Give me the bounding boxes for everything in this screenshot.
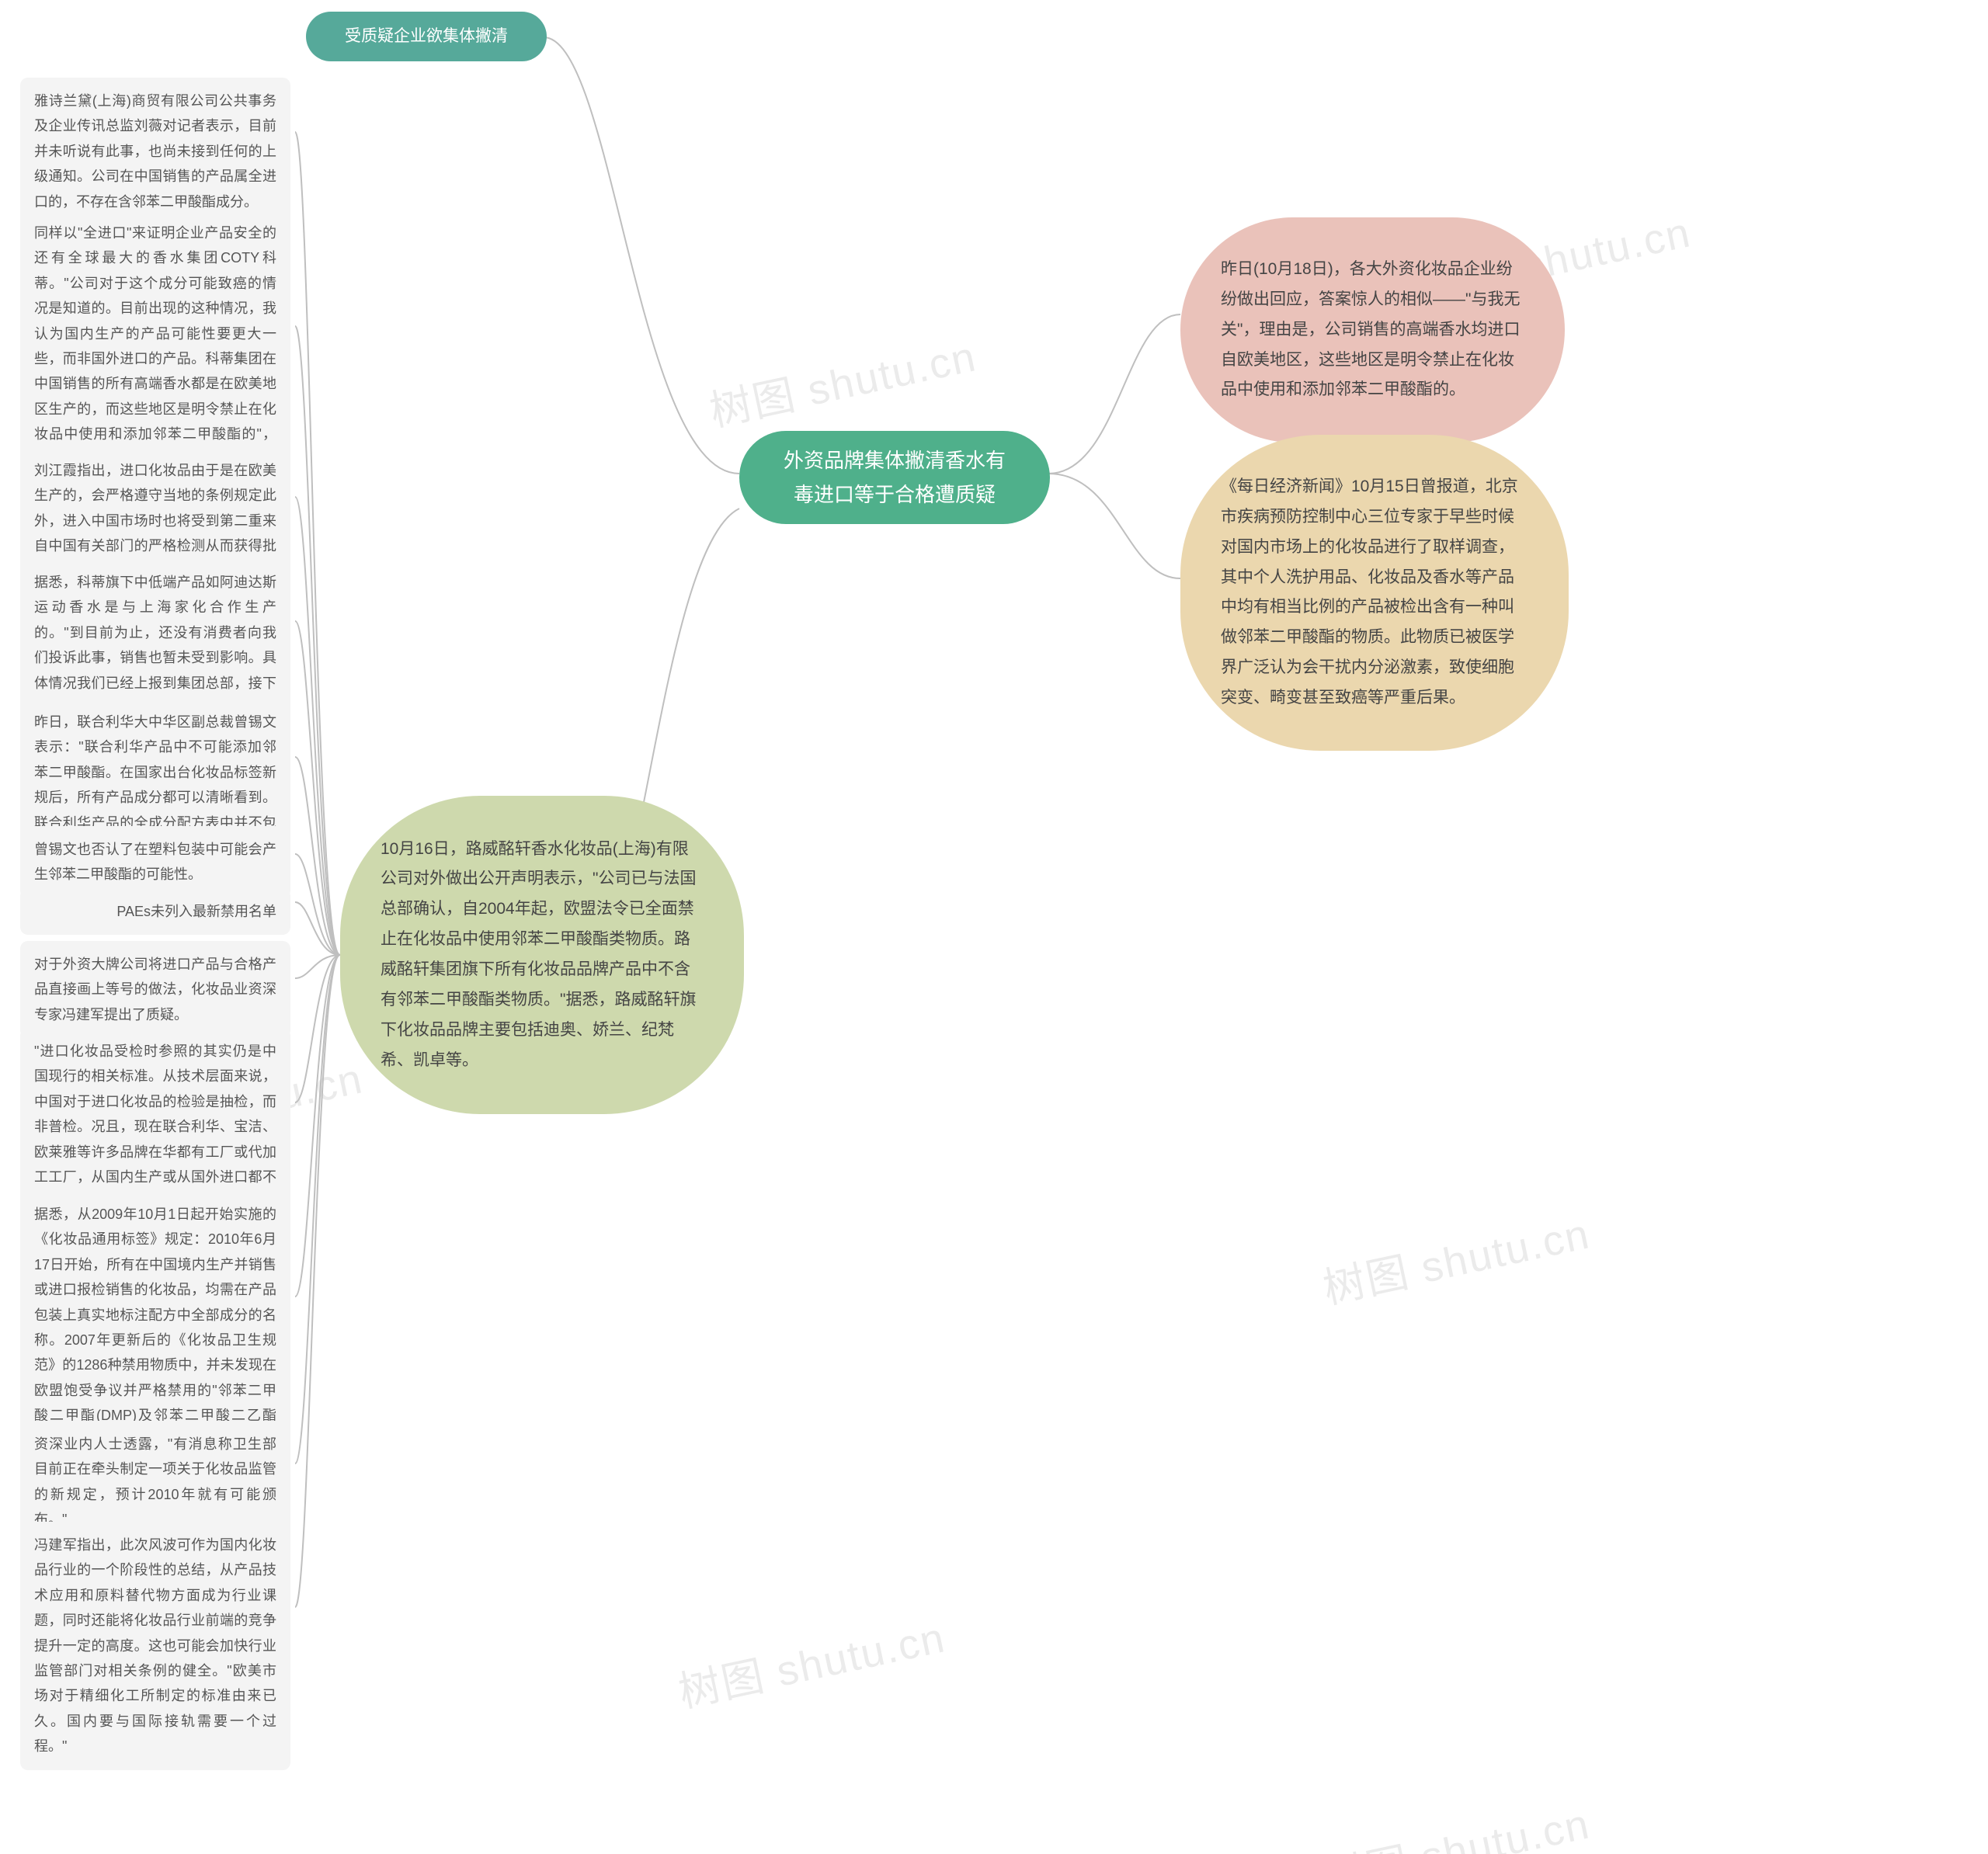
connector: [295, 955, 340, 1297]
detail-item: 对于外资大牌公司将进口产品与合格产品直接画上等号的做法，化妆品业资深专家冯建军提…: [20, 941, 290, 1038]
branch-top: 受质疑企业欲集体撇清: [306, 12, 547, 61]
connector: [1048, 314, 1180, 474]
left-large-leaf: 10月16日，路威酩轩香水化妆品(上海)有限公司对外做出公开声明表示，"公司已与…: [340, 796, 744, 1114]
watermark: 树图 shutu.cn: [704, 322, 982, 439]
right-leaf-1-text: 昨日(10月18日)，各大外资化妆品企业纷纷做出回应，答案惊人的相似——"与我无…: [1221, 255, 1524, 405]
watermark: 树图 shutu.cn: [1317, 1200, 1595, 1316]
connector: [295, 326, 340, 955]
center-topic: 外资品牌集体撇清香水有 毒进口等于合格遭质疑: [739, 431, 1050, 524]
detail-item: 曾锡文也否认了在塑料包装中可能会产生邻苯二甲酸酯的可能性。: [20, 826, 290, 898]
right-leaf-1: 昨日(10月18日)，各大外资化妆品企业纷纷做出回应，答案惊人的相似——"与我无…: [1180, 217, 1565, 443]
connector: [295, 621, 340, 955]
right-leaf-2-text: 《每日经济新闻》10月15日曾报道，北京市疾病预防控制中心三位专家于早些时候对国…: [1221, 472, 1528, 713]
connector: [295, 854, 340, 955]
connector: [295, 757, 340, 955]
right-leaf-2: 《每日经济新闻》10月15日曾报道，北京市疾病预防控制中心三位专家于早些时候对国…: [1180, 435, 1569, 751]
left-large-leaf-text: 10月16日，路威酩轩香水化妆品(上海)有限公司对外做出公开声明表示，"公司已与…: [381, 835, 704, 1076]
connector: [295, 955, 340, 1102]
connector: [295, 955, 340, 978]
connector-layer: [0, 0, 1988, 1854]
detail-item: 冯建军指出，此次风波可作为国内化妆品行业的一个阶段性的总结，从产品技术应用和原料…: [20, 1522, 290, 1770]
connector: [295, 132, 340, 955]
watermark: 树图 shutu.cn: [1317, 1790, 1595, 1854]
detail-item: 雅诗兰黛(上海)商贸有限公司公共事务及企业传讯总监刘薇对记者表示，目前并未听说有…: [20, 78, 290, 225]
branch-top-text: 受质疑企业欲集体撇清: [345, 23, 508, 50]
connector: [295, 955, 340, 1463]
connector: [1048, 474, 1180, 578]
connector: [295, 902, 340, 955]
connector: [295, 497, 340, 955]
detail-item: PAEs未列入最新禁用名单: [20, 888, 290, 935]
connector: [295, 955, 340, 1607]
connector: [544, 37, 739, 474]
center-topic-text: 外资品牌集体撇清香水有 毒进口等于合格遭质疑: [784, 443, 1006, 512]
watermark: 树图 shutu.cn: [673, 1603, 951, 1720]
